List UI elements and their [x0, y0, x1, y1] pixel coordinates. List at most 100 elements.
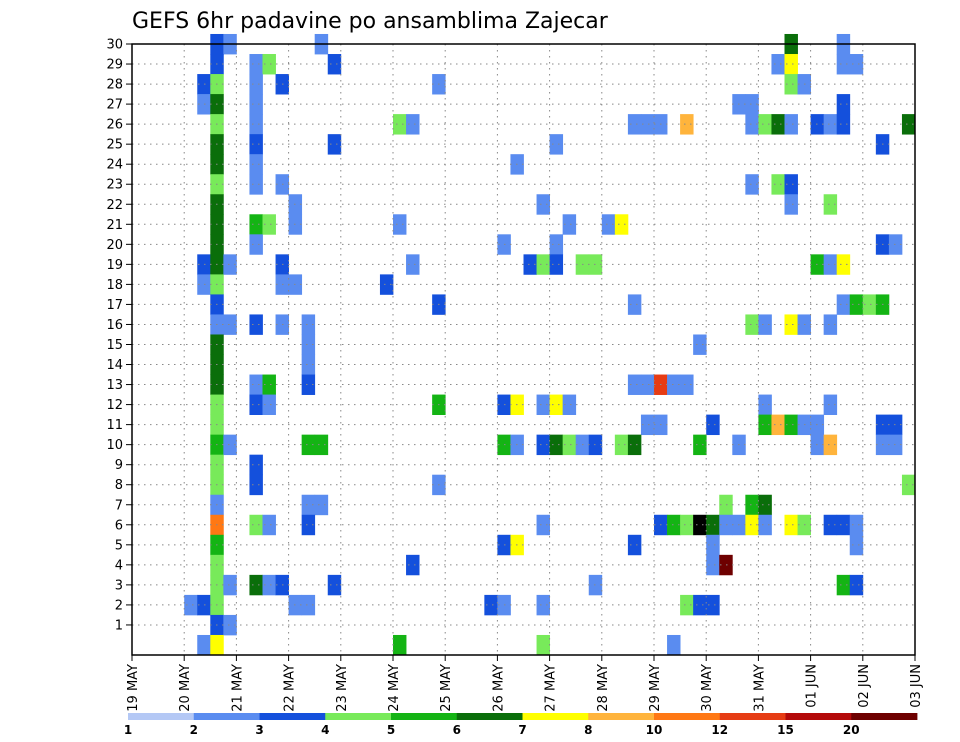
- y-tick-label: 19: [106, 258, 123, 273]
- chart-title: GEFS 6hr padavine po ansamblima Zajecar: [132, 9, 609, 34]
- heatmap-cell: [758, 494, 772, 516]
- x-tick-label: 29 MAY: [648, 664, 663, 712]
- heatmap-cell: [784, 54, 798, 75]
- heatmap-cell: [784, 194, 798, 215]
- heatmap-cell: [823, 194, 838, 215]
- heatmap-cell: [406, 254, 420, 275]
- heatmap-cell: [849, 54, 864, 75]
- heatmap-cell: [549, 254, 564, 275]
- heatmap-cell: [536, 514, 550, 536]
- heatmap-cell: [627, 434, 642, 456]
- heatmap-cell: [836, 254, 851, 275]
- y-tick-label: 26: [106, 118, 123, 133]
- heatmap-cell: [849, 514, 864, 536]
- heatmap-cell: [745, 174, 759, 195]
- heatmap-cell: [823, 114, 838, 135]
- heatmap-cell: [771, 114, 785, 135]
- heatmap-cell: [745, 114, 759, 135]
- colorbar-swatch: [522, 713, 589, 720]
- x-tick-label: 22 MAY: [283, 664, 298, 712]
- colorbar-swatch: [128, 713, 195, 720]
- x-tick-label: 28 MAY: [596, 664, 611, 712]
- heatmap-cell: [262, 214, 276, 235]
- y-tick-label: 3: [115, 578, 123, 593]
- heatmap-cell: [836, 54, 851, 75]
- y-tick-label: 27: [106, 98, 123, 113]
- heatmap-cell: [888, 414, 903, 436]
- heatmap-cell: [249, 174, 263, 195]
- heatmap-cell: [197, 594, 211, 616]
- colorbar-label: 20: [843, 723, 860, 737]
- heatmap-cell: [667, 374, 681, 395]
- heatmap-cell: [249, 134, 263, 155]
- heatmap-cell: [849, 534, 864, 556]
- x-tick-label: 26 MAY: [491, 664, 506, 712]
- x-tick-label: 03 JUN: [909, 664, 924, 708]
- heatmap-cell: [327, 54, 342, 75]
- heatmap-cell: [223, 614, 237, 636]
- y-tick-label: 14: [106, 358, 123, 373]
- heatmap-cell: [693, 434, 707, 456]
- heatmap-cell: [301, 514, 316, 536]
- y-tick-label: 21: [106, 218, 123, 233]
- y-tick-label: 17: [106, 298, 123, 313]
- colorbar: 1 2 3 4 5 6 7 8 10 12 15 20: [124, 713, 918, 737]
- heatmap-cell: [745, 494, 759, 516]
- y-tick-label: 18: [106, 278, 123, 293]
- heatmap-cell: [536, 634, 550, 656]
- x-tick-label: 24 MAY: [387, 664, 402, 712]
- heatmap-cell: [223, 254, 237, 275]
- heatmap-cell: [223, 314, 237, 335]
- heatmap-cell: [314, 494, 329, 516]
- heatmap-cell: [667, 634, 681, 656]
- colorbar-swatch: [719, 713, 786, 720]
- heatmap-cell: [197, 634, 211, 656]
- x-tick-label: 30 MAY: [700, 664, 715, 712]
- heatmap-cell: [562, 394, 577, 415]
- heatmap-cell: [562, 434, 577, 456]
- y-tick-label: 30: [106, 38, 123, 53]
- heatmap-cell: [758, 414, 772, 436]
- heatmap-cell: [536, 254, 550, 275]
- y-tick-label: 15: [106, 338, 123, 353]
- heatmap-cell: [262, 394, 276, 415]
- heatmap-cell: [784, 74, 798, 95]
- heatmap-cell: [640, 414, 655, 436]
- heatmap-cell: [680, 594, 694, 616]
- x-tick-label: 31 MAY: [752, 664, 767, 712]
- colorbar-swatch: [654, 713, 721, 720]
- y-tick-label: 25: [106, 138, 123, 153]
- heatmap-cell: [562, 214, 577, 235]
- heatmap-cell: [706, 514, 720, 536]
- heatmap-cell: [379, 274, 394, 295]
- heatmap-cell: [784, 114, 798, 135]
- colorbar-label: 1: [124, 723, 132, 737]
- heatmap-cell: [249, 94, 263, 115]
- heatmap-cell: [823, 394, 838, 415]
- heatmap-cell: [627, 294, 642, 315]
- heatmap-cell: [758, 514, 772, 536]
- heatmap-cell: [706, 594, 720, 616]
- heatmap-cell: [523, 254, 537, 275]
- x-tick-label: 23 MAY: [335, 664, 350, 712]
- colorbar-swatch: [456, 713, 523, 720]
- heatmap-cell: [197, 94, 211, 115]
- heatmap-cell: [719, 494, 733, 516]
- heatmap-cell: [262, 574, 276, 596]
- heatmap-cell: [249, 54, 263, 75]
- x-axis: 19 MAY 20 MAY 21 MAY 22 MAY 23 MAY 24 MAY 25 M…: [126, 655, 924, 712]
- heatmap-cell: [823, 254, 838, 275]
- heatmap-cell: [393, 634, 407, 656]
- heatmap-cell: [627, 114, 642, 135]
- heatmap-cell: [223, 574, 237, 596]
- heatmap-cell: [706, 414, 720, 436]
- heatmap-cell: [393, 214, 407, 235]
- heatmap-cell: [406, 114, 420, 135]
- y-tick-label: 29: [106, 58, 123, 73]
- y-tick-label: 7: [115, 498, 123, 513]
- colorbar-swatch: [259, 713, 326, 720]
- heatmap-cell: [771, 414, 785, 436]
- y-tick-label: 9: [115, 458, 123, 473]
- heatmap-cell: [758, 394, 772, 415]
- colorbar-label: 5: [387, 723, 395, 737]
